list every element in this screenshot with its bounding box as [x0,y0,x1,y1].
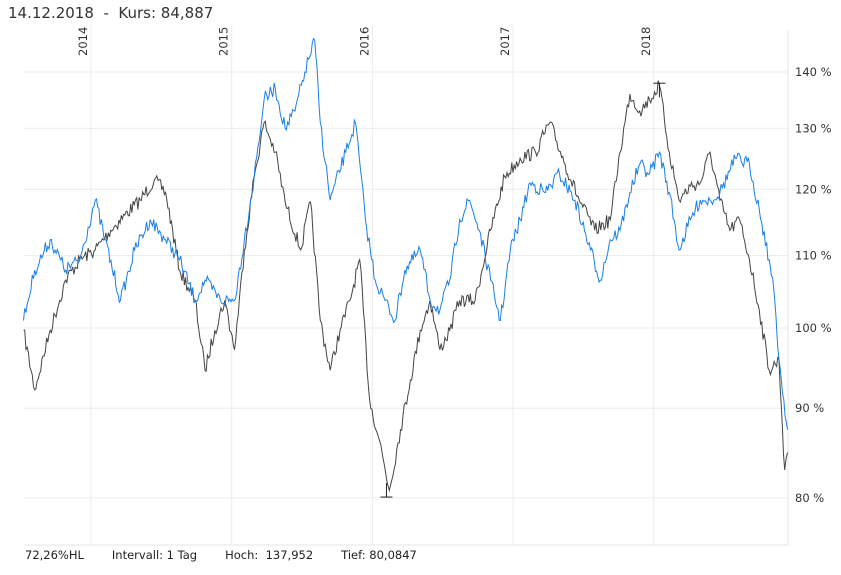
y-tick-label: 90 % [795,401,824,415]
y-tick-label: 110 % [795,249,832,263]
low-value: Tief: 80,0847 [341,548,417,562]
hl-value: 72,26%HL [25,548,84,562]
title-separator: - [103,4,109,22]
series-line-blue [23,37,788,430]
chart-footer: 72,26%HL Intervall: 1 Tag Hoch: 137,952 Tie… [25,548,445,562]
title-date: 14.12.2018 [8,4,94,22]
y-tick-label: 130 % [795,121,832,135]
x-tick-label: 2017 [498,27,512,56]
y-tick-label: 140 % [795,65,832,79]
y-tick-label: 100 % [795,321,832,335]
y-tick-label: 120 % [795,182,832,196]
high-value: Hoch: 137,952 [225,548,314,562]
x-tick-label: 2018 [639,27,653,56]
chart-title: 14.12.2018 - Kurs: 84,887 [8,4,213,22]
series-line-dark [23,80,788,493]
title-price: Kurs: 84,887 [118,4,214,22]
x-tick-label: 2016 [357,27,371,56]
interval-value: Intervall: 1 Tag [111,548,198,562]
x-tick-label: 2014 [76,27,90,56]
x-tick-label: 2015 [217,27,231,56]
y-tick-label: 80 % [795,491,824,505]
